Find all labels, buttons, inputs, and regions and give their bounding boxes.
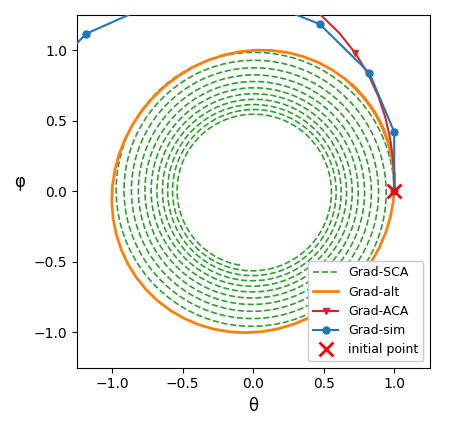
Legend: Grad-SCA, Grad-alt, Grad-ACA, Grad-sim, initial point: Grad-SCA, Grad-alt, Grad-ACA, Grad-sim, …: [308, 261, 423, 362]
Grad-SCA: [306, 114, 311, 120]
Grad-SCA: [238, 263, 243, 268]
Grad-SCA: [250, 50, 256, 55]
Grad-alt: [114, 232, 119, 237]
Grad-alt: [243, 330, 248, 335]
Grad-sim: [83, 31, 89, 37]
Grad-alt: [306, 315, 312, 320]
Line: Grad-SCA: Grad-SCA: [116, 52, 394, 326]
Grad-alt: [125, 261, 131, 267]
Line: Grad-alt: Grad-alt: [112, 50, 395, 333]
Grad-alt: [163, 83, 168, 89]
Grad-sim: [317, 22, 322, 27]
Grad-SCA: [168, 268, 174, 273]
Grad-SCA: [251, 324, 257, 329]
Grad-alt: [253, 48, 258, 53]
X-axis label: θ: θ: [248, 397, 258, 415]
Grad-alt: [391, 189, 397, 194]
Grad-SCA: [391, 189, 397, 194]
Grad-sim: [391, 189, 397, 194]
Grad-alt: [350, 83, 355, 88]
Grad-SCA: [133, 133, 138, 138]
Grad-sim: [391, 129, 397, 135]
Y-axis label: φ: φ: [14, 173, 25, 191]
Grad-SCA: [225, 89, 230, 94]
Grad-SCA: [365, 243, 370, 248]
Grad-SCA: [328, 147, 333, 153]
Grad-alt: [190, 65, 195, 70]
Grad-sim: [367, 70, 372, 75]
Grad-ACA: [391, 189, 397, 194]
Grad-sim: [17, 101, 23, 107]
Grad-alt: [360, 94, 366, 99]
Grad-sim: [37, 424, 42, 430]
